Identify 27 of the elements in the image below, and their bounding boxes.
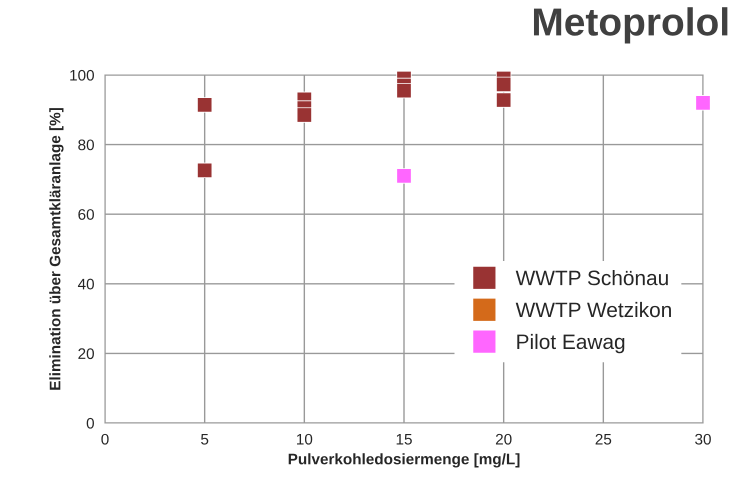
- x-tick-label: 15: [396, 434, 412, 445]
- y-tick-label: 20: [78, 348, 94, 360]
- point: [496, 92, 512, 108]
- point: [396, 82, 412, 98]
- y-tick-label: 80: [78, 139, 94, 150]
- point: [695, 95, 711, 111]
- point: [396, 168, 412, 184]
- y-tick-label: 60: [78, 209, 94, 220]
- legend-label: Pilot Eawag: [517, 334, 624, 354]
- x-tick-label: 5: [201, 434, 208, 445]
- x-axis-title: Pulverkohledosiermenge [mg/L]: [288, 453, 520, 468]
- y-axis-title: Elimination über Gesamtkläranlage [%]: [49, 108, 64, 390]
- point: [196, 97, 212, 113]
- y-tick-label: 100: [70, 70, 94, 81]
- x-tick-label: 30: [695, 434, 711, 445]
- chart-title: Metoprolol: [534, 7, 728, 44]
- y-tick-label: 0: [86, 418, 94, 429]
- point: [296, 107, 312, 123]
- point: [196, 162, 212, 178]
- legend-label: WWTP Wetzikon: [516, 302, 671, 318]
- x-tick-label: 20: [496, 434, 512, 445]
- x-tick-label: 25: [596, 434, 612, 445]
- y-tick-label: 40: [78, 278, 94, 290]
- legend-label: WWTP Schönau: [516, 270, 668, 286]
- x-tick-label: 0: [101, 434, 109, 445]
- x-tick-label: 10: [297, 434, 312, 445]
- point: [496, 76, 512, 92]
